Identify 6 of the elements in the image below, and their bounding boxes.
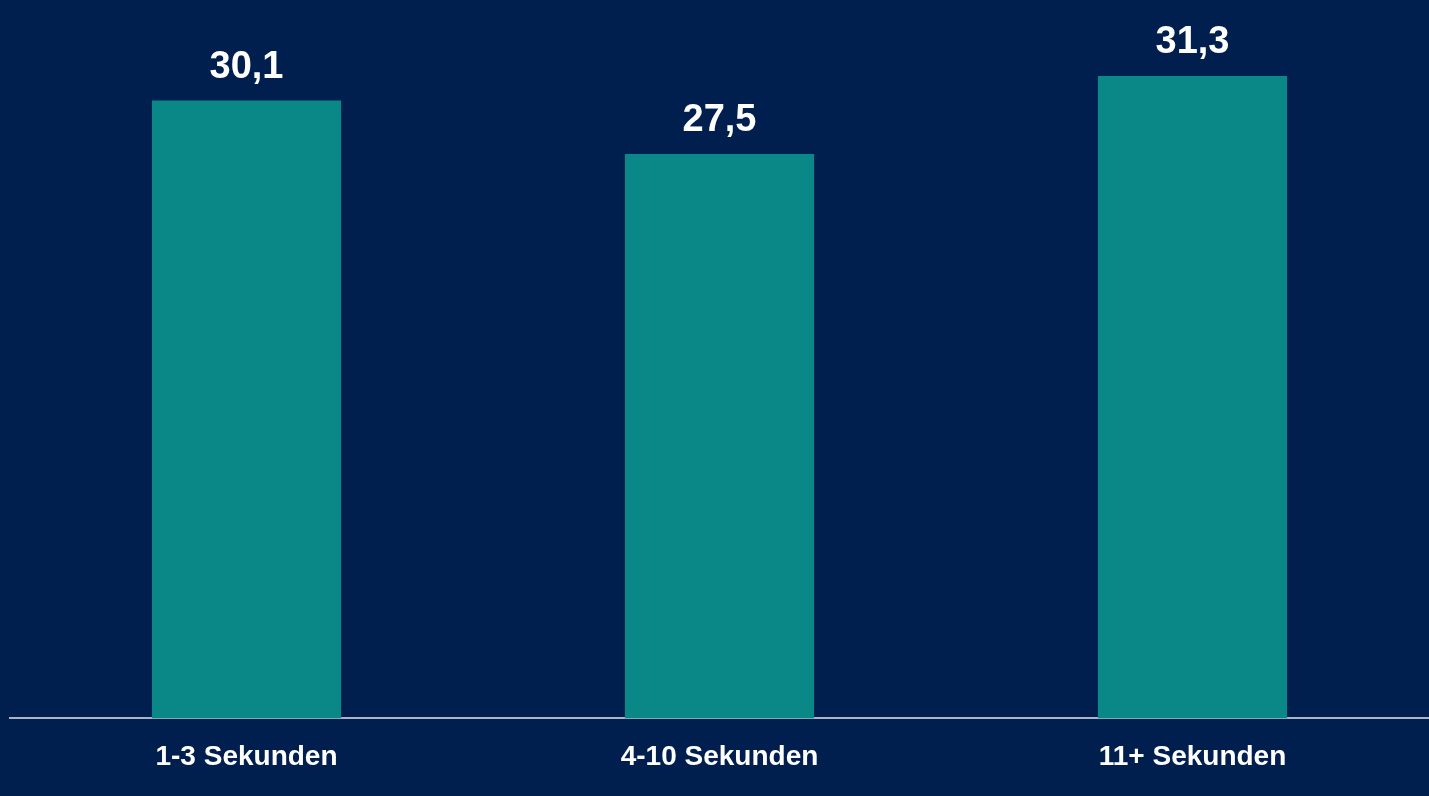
data-label: 30,1 — [209, 44, 284, 87]
data-label: 31,3 — [1155, 19, 1230, 62]
x-tick-label: 4-10 Sekunden — [620, 739, 819, 771]
x-tick-label: 1-3 Sekunden — [155, 739, 338, 771]
x-tick-label: 11+ Sekunden — [1098, 739, 1287, 771]
data-label: 27,5 — [682, 97, 757, 140]
